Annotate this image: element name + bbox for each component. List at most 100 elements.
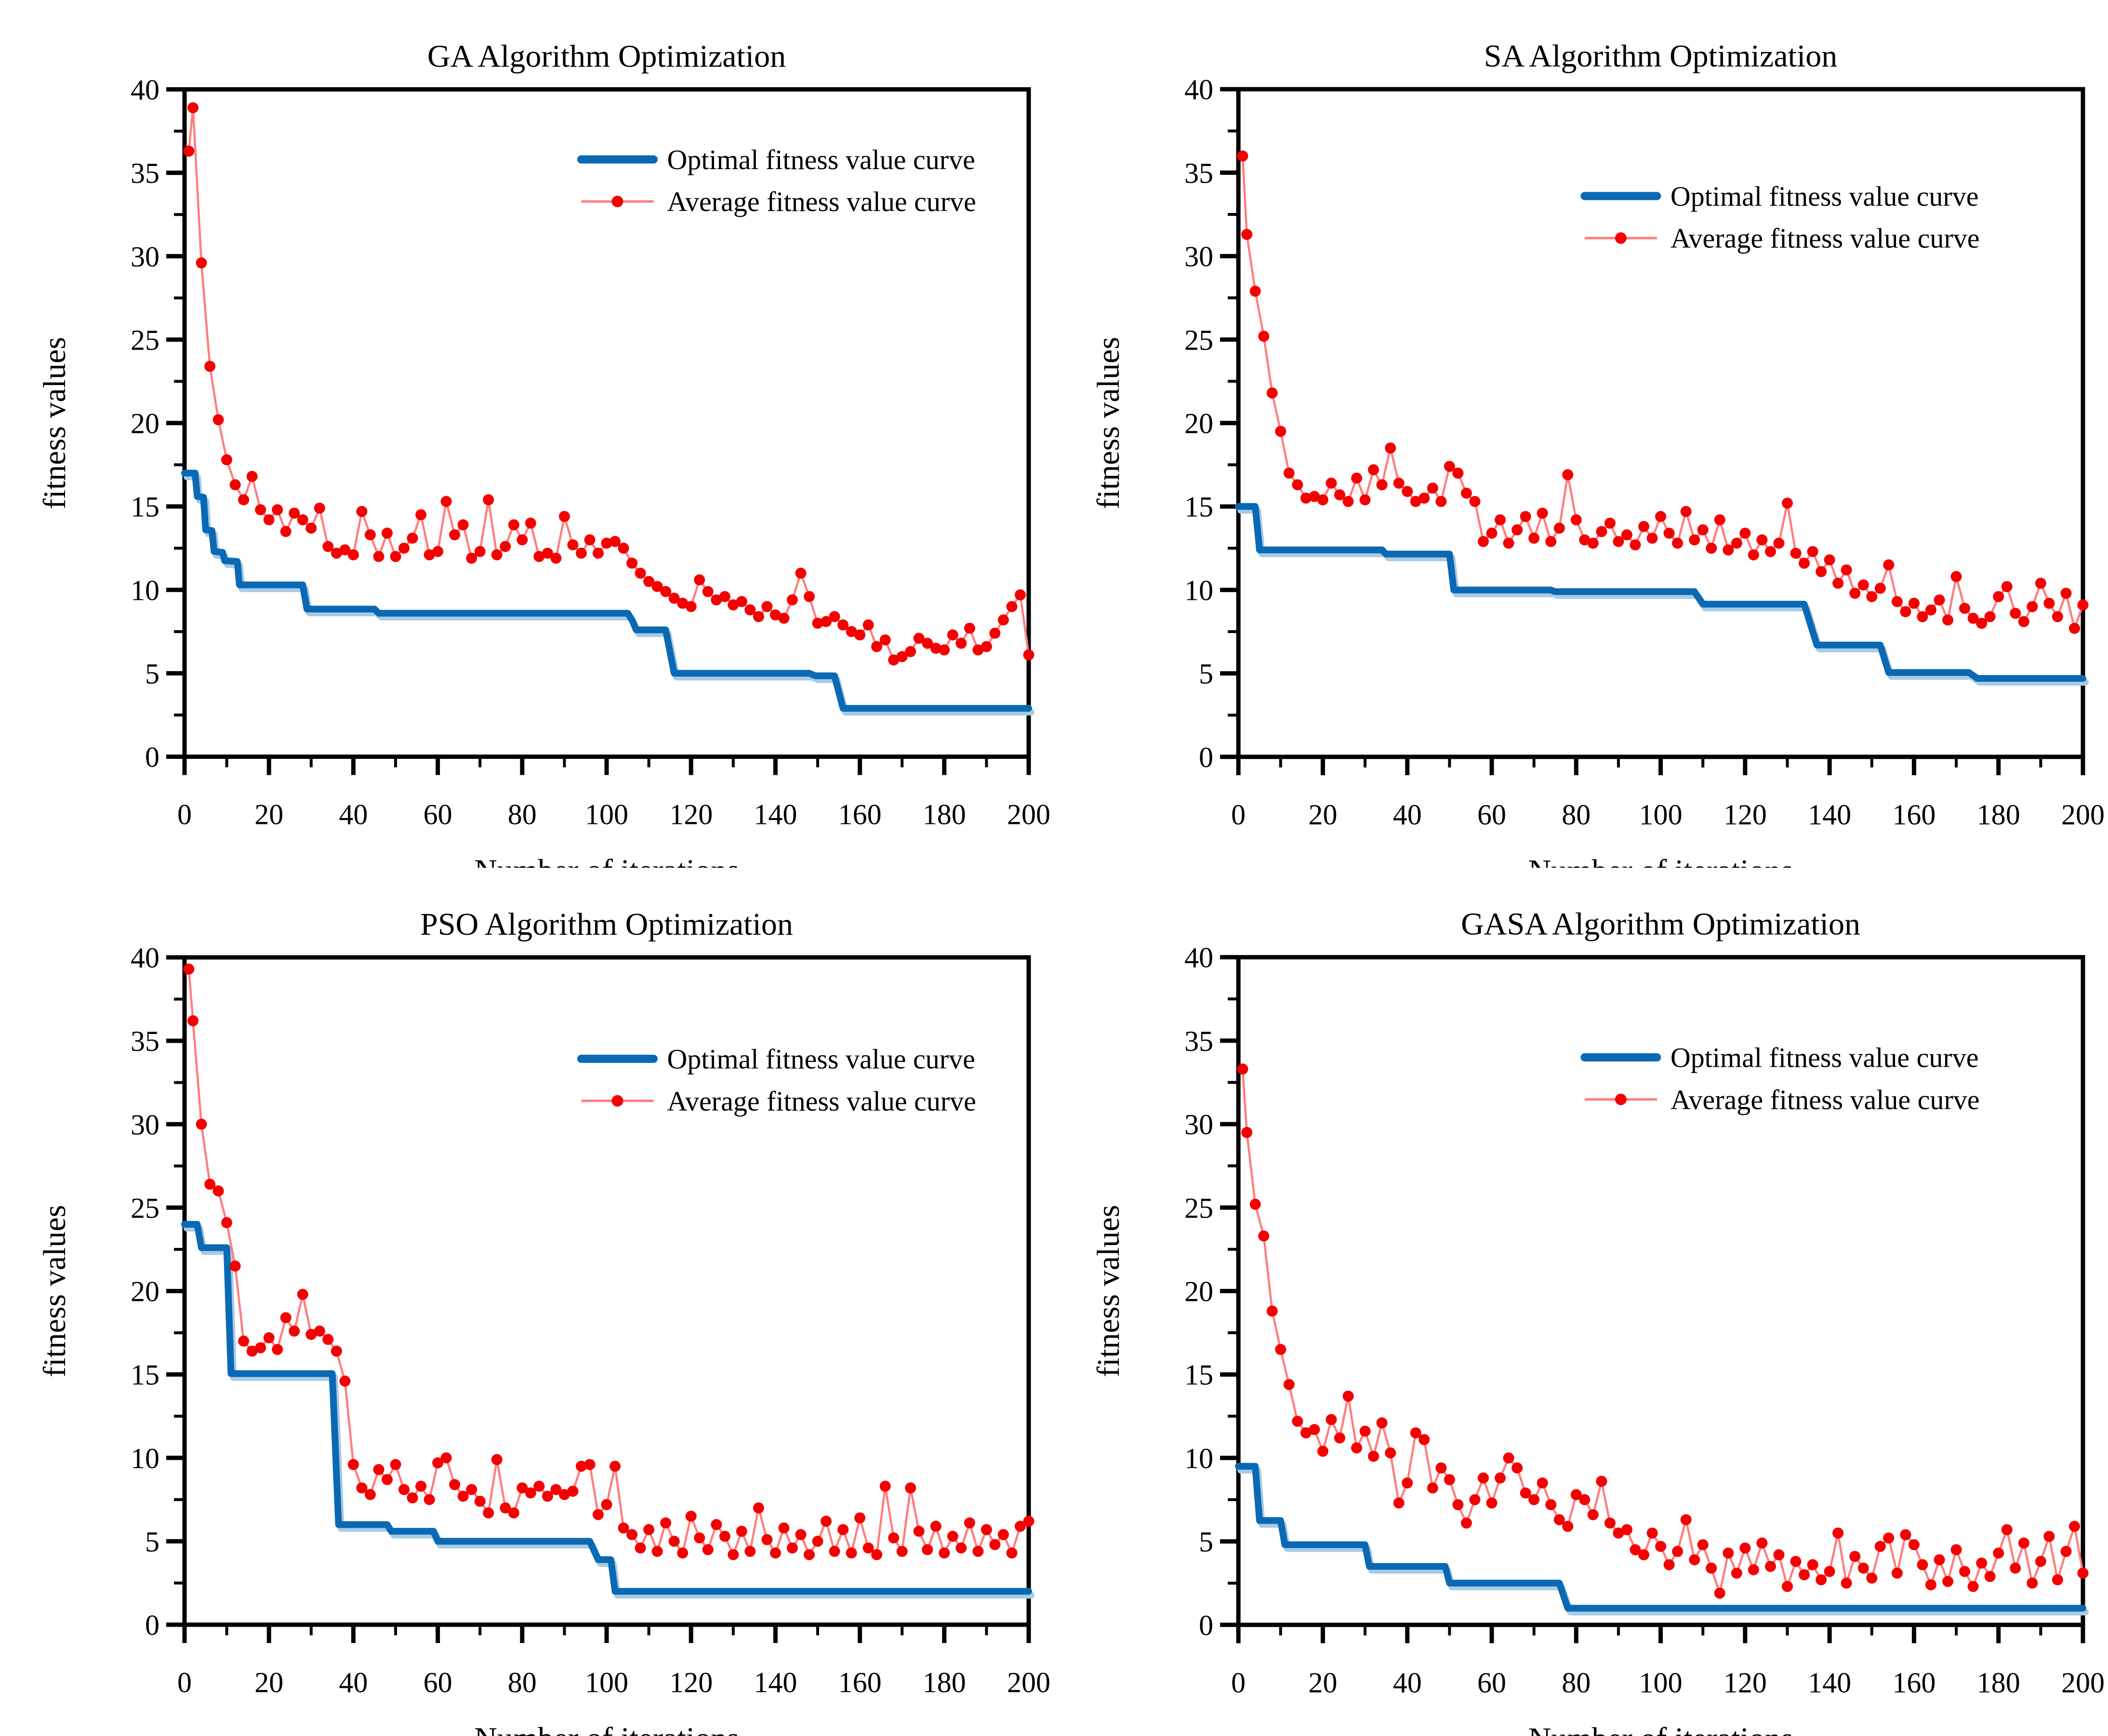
data-point-marker <box>1342 1391 1354 1402</box>
data-point-marker <box>339 544 351 556</box>
data-point-marker <box>1452 467 1464 479</box>
data-point-marker <box>407 532 418 544</box>
data-point-marker <box>626 557 638 569</box>
data-point-marker <box>1023 649 1034 661</box>
y-tick-label: 5 <box>1199 658 1213 690</box>
data-point-marker <box>821 616 832 627</box>
data-point-marker <box>1816 1574 1827 1586</box>
data-point-marker <box>533 1481 545 1492</box>
data-point-marker <box>668 593 680 604</box>
data-point-marker <box>1816 566 1827 577</box>
data-point-marker <box>635 568 646 579</box>
data-point-marker <box>1520 511 1531 522</box>
chart-gasa: 0 5 10 15 20 25 30 35 40 0 20 40 60 80 100 120 140 160 180… <box>1054 868 2108 1736</box>
data-point-marker <box>1309 490 1320 502</box>
data-point-marker <box>2077 1567 2089 1579</box>
plot-frame <box>1236 955 2085 1627</box>
data-point-marker <box>390 1459 401 1471</box>
data-point-marker <box>1891 1567 1903 1579</box>
data-point-marker <box>744 1546 756 1557</box>
y-tick-label: 20 <box>131 1276 159 1308</box>
data-point-marker <box>1537 507 1548 519</box>
data-point-marker <box>2068 1521 2080 1532</box>
data-point-marker <box>1317 1445 1328 1457</box>
data-point-marker <box>1655 511 1667 522</box>
data-point-marker <box>1419 1434 1430 1445</box>
data-point-marker <box>981 641 992 652</box>
data-point-marker <box>491 1454 503 1465</box>
data-point-marker <box>1807 546 1818 557</box>
data-point-marker <box>238 494 250 505</box>
data-point-marker <box>1942 614 1954 626</box>
data-point-marker <box>862 1542 874 1554</box>
data-point-marker <box>1528 1494 1540 1505</box>
data-point-marker <box>1689 1554 1700 1565</box>
legend-average-label: Average fitness value curve <box>1670 223 1980 254</box>
data-point-marker <box>1849 587 1861 599</box>
data-point-marker <box>483 494 494 505</box>
data-point-marker <box>1469 1494 1481 1505</box>
data-point-marker <box>1680 1514 1692 1525</box>
data-point-marker <box>930 1521 941 1532</box>
data-point-marker <box>1857 579 1869 591</box>
data-point-marker <box>694 574 705 585</box>
data-point-marker <box>947 629 958 641</box>
x-tick-label: 60 <box>424 1667 452 1698</box>
data-point-marker <box>1604 517 1616 529</box>
data-point-marker <box>1545 536 1557 547</box>
x-tick-label: 100 <box>585 1667 628 1698</box>
chart-title: PSO Algorithm Optimization <box>420 907 793 942</box>
data-point-marker <box>364 1489 376 1500</box>
data-point-marker <box>187 1015 199 1027</box>
data-point-marker <box>1410 496 1421 507</box>
data-point-marker <box>1857 1563 1869 1574</box>
legend-average-label: Average fitness value curve <box>667 1086 976 1117</box>
data-point-marker <box>1680 506 1692 517</box>
data-point-marker <box>1832 1527 1844 1539</box>
data-point-marker <box>424 549 435 560</box>
data-point-marker <box>753 611 764 623</box>
data-point-marker <box>474 546 486 557</box>
optimal-fitness-curve <box>1235 503 2086 682</box>
data-point-marker <box>424 1494 435 1505</box>
data-point-marker <box>1756 534 1768 546</box>
x-tick-label: 180 <box>923 1667 966 1698</box>
legend-average-marker-sample <box>1615 232 1627 244</box>
data-point-marker <box>558 1489 570 1500</box>
data-point-marker <box>407 1492 418 1504</box>
data-point-marker <box>305 522 317 534</box>
data-point-marker <box>769 609 781 621</box>
data-point-marker <box>415 509 427 520</box>
data-point-marker <box>2043 1531 2055 1542</box>
data-point-marker <box>1292 479 1303 490</box>
data-point-marker <box>1452 1499 1464 1511</box>
data-point-marker <box>786 1542 798 1554</box>
data-point-marker <box>212 414 224 425</box>
data-point-marker <box>1023 1515 1034 1527</box>
data-point-marker <box>1630 539 1641 551</box>
data-point-marker <box>1587 537 1599 549</box>
chart-title: GASA Algorithm Optimization <box>1461 907 1860 942</box>
x-tick-label: 40 <box>1393 799 1422 831</box>
data-point-marker <box>255 1342 266 1353</box>
data-point-marker <box>432 1457 444 1469</box>
y-tick-label: 35 <box>131 1025 159 1057</box>
data-point-marker <box>575 1460 587 1472</box>
x-tick-label: 120 <box>1724 799 1767 831</box>
legend-average-label: Average fitness value curve <box>1670 1084 1980 1115</box>
data-point-marker <box>601 537 612 549</box>
data-point-marker <box>449 529 461 541</box>
data-point-marker <box>432 546 444 557</box>
x-tick-label: 120 <box>669 799 713 831</box>
data-point-marker <box>769 1547 781 1559</box>
data-point-marker <box>846 1547 857 1559</box>
data-point-marker <box>2001 581 2013 592</box>
data-point-marker <box>584 534 596 545</box>
data-point-marker <box>2001 1524 2013 1536</box>
plot-frame <box>1236 87 2085 759</box>
data-point-marker <box>550 553 562 564</box>
data-point-marker <box>1237 150 1248 162</box>
legend-optimal-label: Optimal fitness value curve <box>667 1044 975 1075</box>
data-point-marker <box>1756 1537 1768 1549</box>
